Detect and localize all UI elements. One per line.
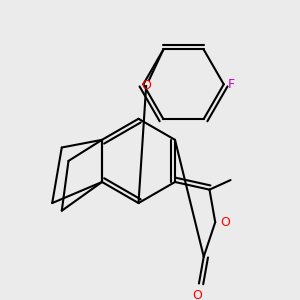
Text: O: O bbox=[192, 289, 202, 300]
Text: O: O bbox=[220, 216, 230, 229]
Text: F: F bbox=[228, 78, 235, 91]
Text: O: O bbox=[141, 79, 151, 92]
